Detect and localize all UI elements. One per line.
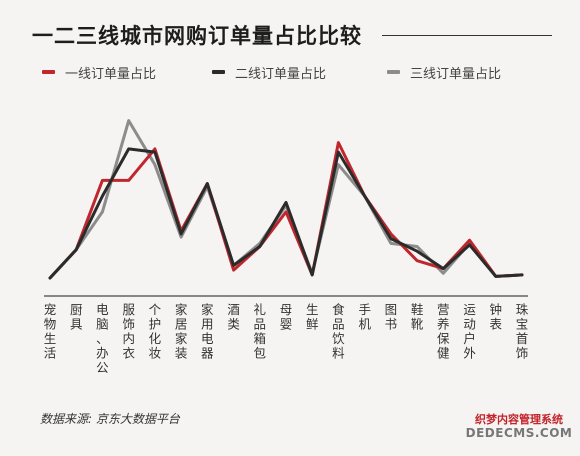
x-tick-label: 鞋靴 bbox=[411, 302, 424, 332]
x-tick-label: 运动户外 bbox=[463, 302, 476, 361]
legend-label-tier3: 三线订单量占比 bbox=[410, 66, 502, 82]
x-tick-label: 母婴 bbox=[280, 302, 293, 332]
x-tick-label: 图书 bbox=[385, 302, 398, 332]
x-tick-label: 手机 bbox=[358, 302, 371, 332]
legend-swatch-tier3 bbox=[387, 70, 400, 74]
x-tick-label: 服饰内衣 bbox=[122, 302, 135, 361]
x-tick-label: 厨具 bbox=[70, 302, 83, 332]
legend-item-tier1: 一线订单量占比 bbox=[42, 62, 156, 82]
watermark-line2: DEDECMS.COM bbox=[465, 425, 573, 440]
series-line-3 bbox=[48, 119, 524, 280]
x-tick-label: 生鲜 bbox=[306, 302, 319, 332]
legend-label-tier2: 二线订单量占比 bbox=[235, 66, 327, 82]
legend-swatch-tier1 bbox=[42, 70, 55, 74]
x-tick-label: 食品饮料 bbox=[332, 302, 345, 361]
source-note: 数据来源: 京东大数据平台 bbox=[40, 412, 180, 426]
legend-item-tier2: 二线订单量占比 bbox=[212, 62, 326, 82]
legend-item-tier3: 三线订单量占比 bbox=[387, 62, 501, 82]
watermark-logo: 织梦内容管理系统 DEDECMS.COM bbox=[464, 413, 574, 450]
title-rule bbox=[382, 35, 552, 36]
legend-label-tier1: 一线订单量占比 bbox=[65, 66, 157, 82]
watermark-line1: 织梦内容管理系统 bbox=[475, 413, 563, 426]
x-tick-label: 珠宝首饰 bbox=[516, 302, 529, 361]
x-tick-label: 礼品箱包 bbox=[254, 302, 267, 361]
title-row: 一二三线城市网购订单量占比比较 bbox=[32, 18, 552, 48]
x-tick-label: 个护化妆 bbox=[149, 302, 162, 361]
x-tick-label: 营养保健 bbox=[437, 302, 450, 361]
series-line-2 bbox=[48, 147, 524, 280]
x-tick-label: 钟表 bbox=[490, 302, 503, 332]
x-tick-label: 家居家装 bbox=[175, 302, 188, 361]
chart-title: 一二三线城市网购订单量占比比较 bbox=[32, 24, 362, 48]
x-tick-label: 宠物生活 bbox=[44, 302, 57, 361]
x-tick-label: 家用电器 bbox=[201, 302, 214, 361]
x-tick-label: 电脑、办公 bbox=[96, 302, 109, 375]
legend: 一线订单量占比 二线订单量占比 三线订单量占比 bbox=[42, 62, 542, 82]
legend-swatch-tier2 bbox=[212, 70, 225, 74]
x-tick-label: 酒类 bbox=[227, 302, 240, 332]
